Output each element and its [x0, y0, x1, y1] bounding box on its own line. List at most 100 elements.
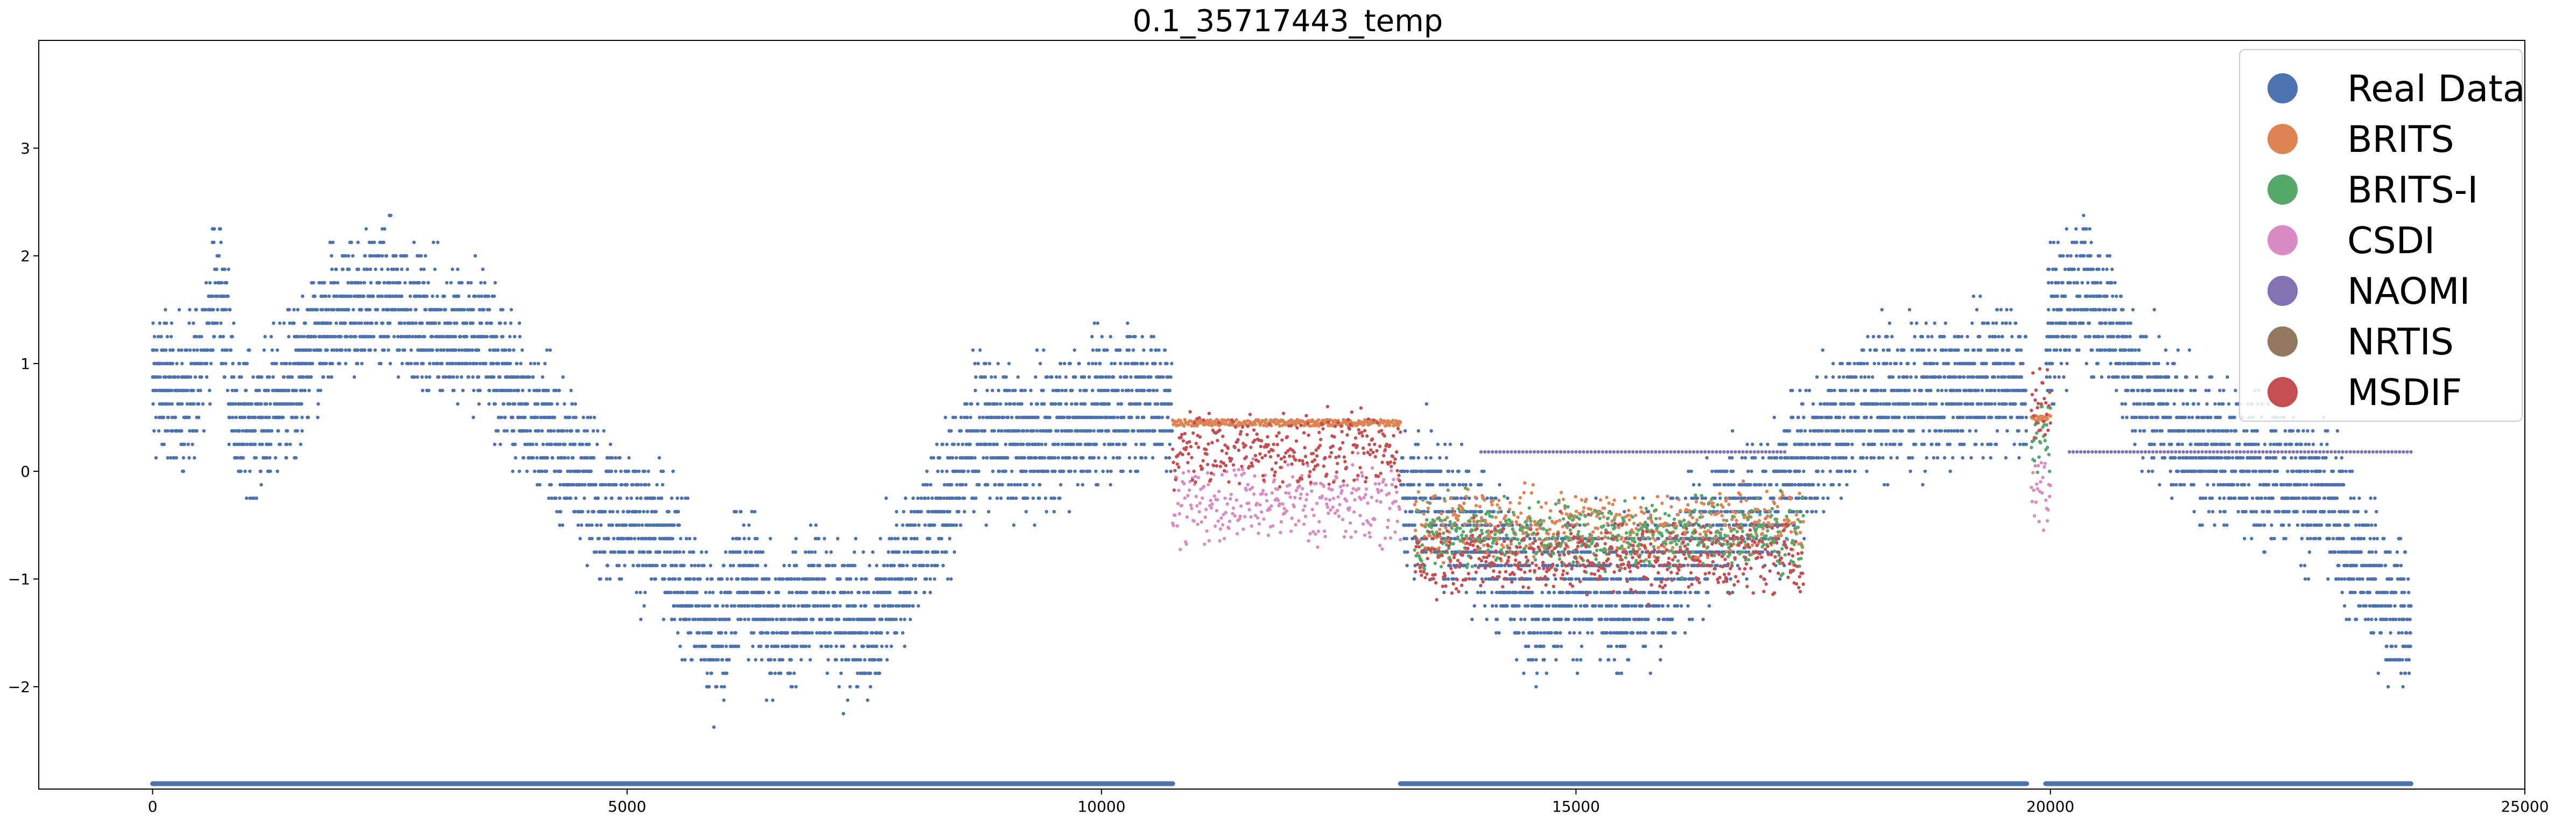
real-data-point — [177, 388, 181, 393]
real-data-point — [1451, 469, 1455, 473]
real-data-point — [981, 415, 985, 420]
real-data-point — [492, 375, 496, 379]
real-data-point — [1459, 442, 1464, 447]
real-data-point — [647, 483, 651, 487]
real-data-point — [165, 402, 169, 406]
real-data-point — [1155, 388, 1159, 393]
real-data-point — [384, 294, 389, 298]
real-data-point — [1416, 442, 1420, 447]
real-data-point — [1087, 469, 1092, 473]
real-data-point — [655, 563, 659, 568]
real-data-point — [949, 577, 953, 581]
real-data-point — [487, 294, 490, 298]
real-data-point — [864, 577, 868, 581]
real-data-point — [1089, 429, 1093, 433]
real-data-point — [331, 240, 335, 245]
real-data-point — [563, 442, 567, 447]
real-data-point — [406, 361, 410, 366]
real-data-point — [1092, 456, 1096, 460]
real-data-point — [194, 308, 198, 312]
real-data-point — [642, 604, 646, 608]
real-data-point — [241, 429, 245, 433]
real-data-point — [200, 334, 203, 339]
real-data-point — [461, 388, 465, 393]
real-data-point — [268, 375, 271, 379]
real-data-point — [790, 590, 794, 595]
real-data-point — [875, 644, 879, 648]
real-data-point — [508, 334, 512, 339]
real-data-point — [333, 334, 337, 339]
real-data-point — [211, 348, 215, 352]
real-data-point — [759, 644, 763, 648]
real-data-point — [1060, 388, 1064, 393]
real-data-point — [812, 563, 816, 568]
real-data-point — [848, 577, 853, 581]
real-data-point — [1473, 577, 1477, 581]
real-data-point — [1103, 442, 1106, 447]
real-data-point — [1127, 348, 1131, 352]
real-data-point — [1467, 496, 1471, 500]
real-data-point — [180, 429, 184, 433]
real-data-point — [471, 348, 474, 352]
real-data-point — [528, 429, 532, 433]
real-data-point — [1094, 469, 1098, 473]
real-data-point — [902, 510, 906, 514]
real-data-point — [724, 550, 728, 554]
real-data-point — [747, 536, 751, 541]
real-data-point — [899, 617, 903, 622]
real-data-point — [668, 550, 672, 554]
real-data-point — [771, 698, 775, 702]
real-data-point — [1083, 402, 1087, 406]
real-data-point — [248, 469, 252, 473]
real-data-point — [1078, 388, 1082, 393]
real-data-point — [792, 671, 796, 675]
real-data-point — [239, 402, 243, 406]
real-data-point — [1010, 415, 1014, 420]
real-data-point — [1164, 469, 1168, 473]
real-data-point — [947, 510, 952, 514]
real-data-point — [294, 456, 298, 460]
real-data-point — [211, 294, 215, 298]
real-data-point — [941, 563, 945, 568]
real-data-point — [220, 348, 224, 352]
real-data-point — [610, 523, 614, 527]
real-data-point — [1474, 510, 1478, 514]
real-data-point — [620, 483, 624, 487]
real-data-point — [796, 631, 801, 635]
real-data-point — [938, 456, 942, 460]
real-data-point — [319, 348, 322, 352]
real-data-point — [1163, 348, 1167, 352]
real-data-point — [578, 469, 581, 473]
real-data-point — [155, 388, 159, 393]
real-data-point — [872, 617, 876, 622]
real-data-point — [508, 402, 512, 406]
real-data-point — [876, 604, 881, 608]
real-data-point — [380, 254, 384, 258]
real-data-point — [678, 550, 682, 554]
real-data-point — [220, 281, 224, 285]
real-data-point — [944, 550, 949, 554]
real-data-point — [356, 281, 361, 285]
real-data-point — [729, 577, 733, 581]
real-data-point — [1013, 402, 1017, 406]
real-data-point — [155, 348, 159, 352]
real-data-point — [466, 281, 470, 285]
real-data-point — [879, 536, 882, 541]
real-data-point — [1468, 523, 1472, 527]
real-data-point — [580, 442, 585, 447]
real-data-point — [603, 510, 607, 514]
real-data-point — [1467, 469, 1471, 473]
real-data-point — [692, 550, 696, 554]
real-data-point — [320, 308, 325, 312]
real-data-point — [736, 577, 740, 581]
real-data-point — [199, 348, 203, 352]
real-data-point — [1068, 415, 1072, 420]
real-data-point — [396, 267, 399, 271]
real-data-point — [963, 496, 966, 500]
real-data-point — [1438, 496, 1442, 500]
real-data-point — [1104, 456, 1107, 460]
real-data-point — [1452, 483, 1456, 487]
real-data-point — [165, 334, 169, 339]
real-data-point — [268, 415, 271, 420]
real-data-point — [746, 590, 749, 595]
